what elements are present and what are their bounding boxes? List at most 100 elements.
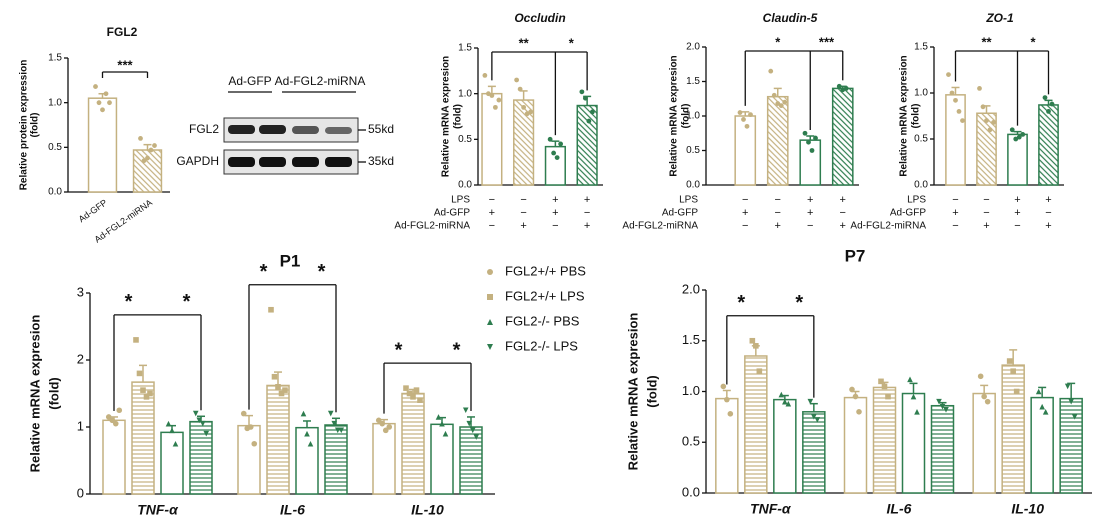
data-point <box>406 390 413 397</box>
bar <box>1059 397 1083 494</box>
size-marker: 35kd <box>368 154 394 168</box>
condition-value: − <box>1014 220 1020 232</box>
condition-value: − <box>489 194 495 206</box>
condition-label: LPS <box>679 195 698 206</box>
data-point <box>1042 409 1049 415</box>
chart-title: P7 <box>845 246 866 265</box>
y-tick-label: 0.5 <box>686 145 700 156</box>
data-point <box>196 417 203 424</box>
size-marker: 55kd <box>368 122 394 136</box>
significance: * <box>183 291 191 313</box>
data-point <box>885 393 891 400</box>
data-point <box>147 390 153 397</box>
data-point <box>946 72 951 77</box>
data-point <box>105 414 112 420</box>
data-point <box>949 90 955 96</box>
data-point <box>112 420 119 427</box>
data-point <box>331 420 338 427</box>
data-point <box>304 430 310 437</box>
condition-value: + <box>1045 220 1051 232</box>
bar <box>401 392 425 495</box>
data-point <box>1049 101 1055 107</box>
y-tick-label: 0.0 <box>686 180 700 191</box>
data-point <box>778 391 785 398</box>
significance: * <box>125 291 133 313</box>
data-point <box>169 427 175 434</box>
bar <box>831 87 854 186</box>
data-point <box>809 148 815 153</box>
y-tick-label: 2.0 <box>682 281 700 296</box>
data-point <box>152 143 157 148</box>
data-point <box>843 86 849 91</box>
y-axis-label: (fold) <box>30 113 41 138</box>
data-point <box>271 373 278 380</box>
data-point <box>247 424 254 430</box>
condition-value: + <box>983 220 989 232</box>
data-point <box>282 387 288 393</box>
y-tick-label: 1.0 <box>914 88 928 99</box>
significance: ** <box>519 35 530 50</box>
data-point <box>435 414 442 420</box>
data-point <box>852 393 859 400</box>
data-point <box>943 406 949 413</box>
condition-value: + <box>552 194 558 206</box>
bar <box>766 95 789 186</box>
data-point <box>748 112 753 118</box>
x-tick-label: IL-6 <box>280 502 305 518</box>
data-point <box>977 86 982 91</box>
bar <box>481 92 503 186</box>
band <box>292 157 319 167</box>
significance: ** <box>981 34 992 49</box>
bar <box>715 397 739 494</box>
y-tick-label: 0.0 <box>914 180 928 191</box>
data-point <box>417 397 423 403</box>
data-point <box>782 99 788 105</box>
y-tick-label: 0 <box>77 485 84 500</box>
condition-value: − <box>775 207 781 219</box>
condition-label: Ad-FGL2-miRNA <box>394 221 470 232</box>
bar <box>295 426 319 495</box>
y-tick-label: 0.5 <box>48 142 62 153</box>
condition-value: − <box>584 207 590 219</box>
data-point <box>991 120 996 125</box>
data-point <box>1016 134 1022 140</box>
data-point <box>410 394 416 400</box>
y-axis-label: Relative protein expression <box>19 60 30 191</box>
significance: * <box>318 261 326 283</box>
data-point <box>165 420 172 427</box>
y-tick-label: 1.0 <box>682 383 700 398</box>
data-point <box>141 158 147 164</box>
data-point <box>96 100 102 106</box>
data-point <box>240 410 247 417</box>
data-point <box>1010 368 1016 374</box>
bar <box>131 381 155 495</box>
data-point <box>586 118 592 124</box>
band <box>259 125 286 134</box>
y-axis-label: Relative mRNA expresion <box>441 56 452 177</box>
data-point <box>199 420 206 427</box>
y-axis-label: (fold) <box>681 104 692 129</box>
y-tick-label: 0.0 <box>682 484 700 499</box>
bar <box>1007 133 1028 186</box>
condition-value: − <box>489 220 495 232</box>
data-point <box>878 378 884 385</box>
data-point <box>172 440 179 447</box>
bar <box>872 386 897 494</box>
data-point <box>116 407 123 414</box>
condition-label: Ad-FGL2-miRNA <box>622 221 698 232</box>
bar <box>799 139 822 186</box>
significance: * <box>260 261 268 283</box>
legend-label: FGL2+/+ LPS <box>505 288 585 303</box>
data-point <box>413 387 420 393</box>
data-point <box>469 427 476 434</box>
data-point <box>881 383 888 390</box>
condition-value: + <box>840 220 846 232</box>
bar <box>972 392 996 494</box>
data-point <box>100 107 105 113</box>
condition-value: + <box>1014 194 1020 206</box>
y-tick-label: 1.0 <box>458 88 472 99</box>
data-point <box>109 417 116 424</box>
row-label: GAPDH <box>176 154 219 168</box>
y-tick-label: 1.5 <box>458 43 472 54</box>
data-point <box>987 127 993 133</box>
